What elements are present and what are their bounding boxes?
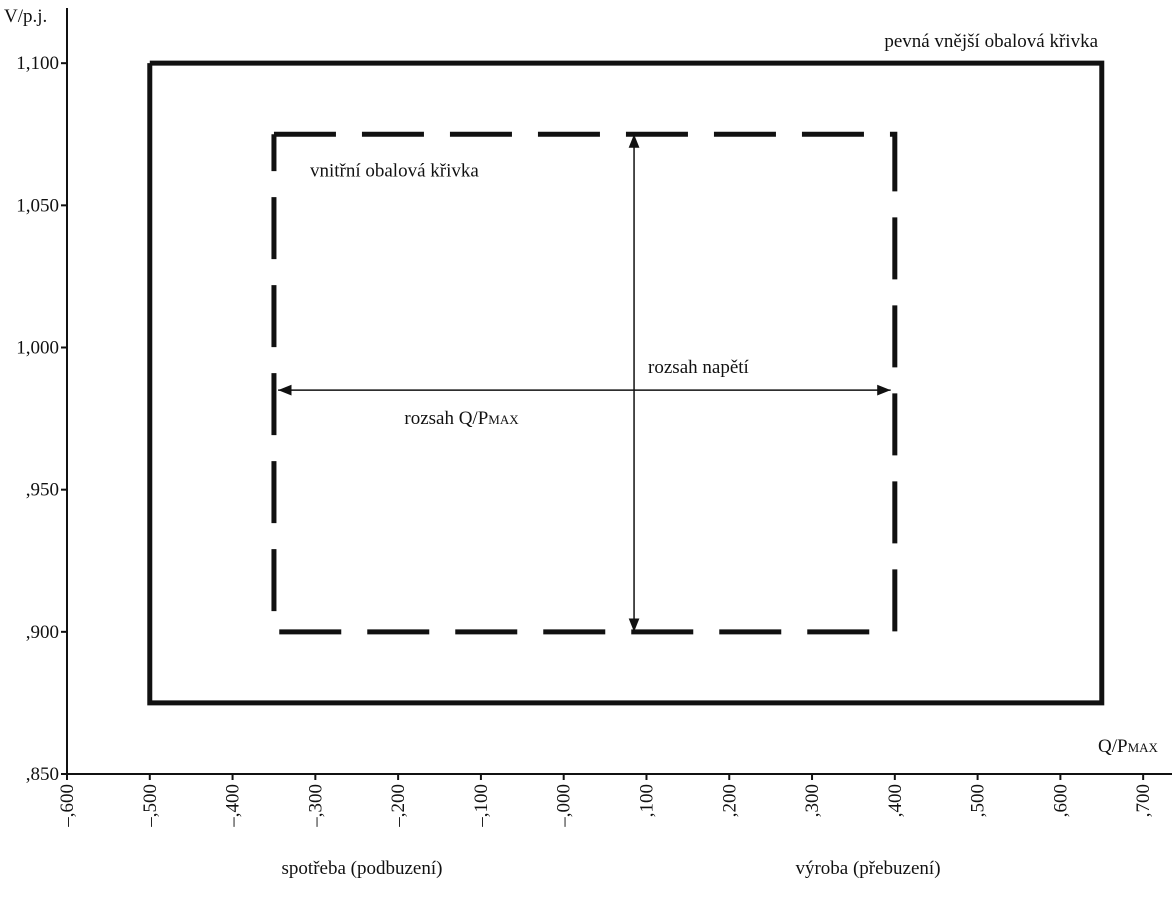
x-axis-label-sub: MAX [1128, 740, 1159, 755]
x-tick-label: ,700 [1133, 784, 1154, 817]
x-tick-label: ,500 [968, 784, 989, 817]
x-tick-label: –,400 [223, 784, 244, 828]
y-tick-label: ,900 [26, 622, 59, 643]
arrow-label-sub: MAX [488, 412, 519, 427]
series-label: pevná vnější obalová křivka [884, 31, 1098, 52]
x-tick-label: –,000 [554, 784, 575, 828]
y-tick-label: 1,100 [16, 53, 59, 74]
arrow-label: rozsah Q/PMAX [404, 408, 519, 429]
y-tick-label: ,850 [26, 764, 59, 785]
x-side-label: spotřeba (podbuzení) [282, 858, 443, 879]
x-tick-label: ,400 [885, 784, 906, 817]
arrow-label-main: rozsah napětí [648, 357, 749, 378]
x-tick-label: –,100 [471, 784, 492, 828]
x-tick-label: ,200 [719, 784, 740, 817]
y-tick-label: ,950 [26, 480, 59, 501]
x-side-label: výroba (přebuzení) [795, 858, 940, 879]
x-tick-label: –,200 [388, 784, 409, 828]
series-label: vnitřní obalová křivka [310, 160, 479, 181]
y-tick-label: 1,050 [16, 195, 59, 216]
x-tick-label: ,100 [636, 784, 657, 817]
envelope-line [147, 60, 1105, 706]
x-tick-label: –,600 [57, 784, 78, 828]
arrow-label: rozsah napětí [648, 357, 749, 378]
x-tick-label: –,300 [305, 784, 326, 828]
x-tick-label: –,500 [140, 784, 161, 828]
arrow-label-main: rozsah Q/P [404, 408, 488, 429]
y-axis-label: V/p.j. [4, 6, 47, 27]
x-axis-label-main: Q/P [1098, 736, 1128, 757]
envelope-line [271, 131, 898, 635]
y-tick-label: 1,000 [16, 338, 59, 359]
x-tick-label: ,600 [1050, 784, 1071, 817]
x-tick-label: ,300 [802, 784, 823, 817]
x-axis-label: Q/PMAX [1098, 736, 1159, 757]
